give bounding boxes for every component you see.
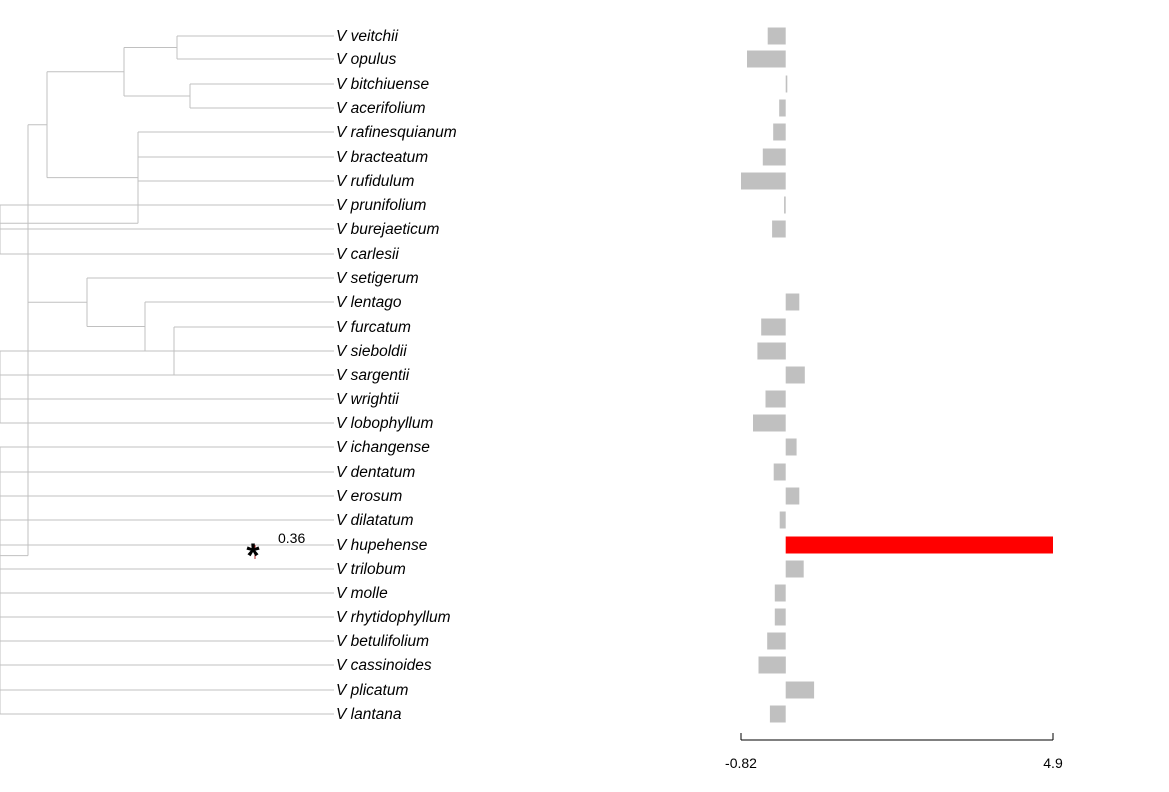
x-tick-label-max: 4.9: [1043, 755, 1063, 771]
bar-v-sieboldii: [757, 342, 786, 360]
bar-v-prunifolium: [784, 196, 786, 214]
bar-v-dentatum: [773, 463, 786, 481]
tip-label-v-rufidulum: V rufidulum: [336, 173, 414, 190]
bar-v-sargentii: [785, 366, 805, 384]
tip-label-v-furcatum: V furcatum: [336, 319, 411, 336]
tip-label-v-lentago: V lentago: [336, 294, 402, 311]
tip-label-v-ichangense: V ichangense: [336, 439, 430, 456]
bar-v-molle: [774, 584, 786, 602]
bar-v-wrightii: [765, 390, 786, 408]
tip-label-v-cassinoides: V cassinoides: [336, 657, 432, 674]
tip-label-v-hupehense: V hupehense: [336, 537, 428, 554]
tip-label-v-dentatum: V dentatum: [336, 464, 415, 481]
tip-label-v-lantana: V lantana: [336, 706, 402, 723]
bar-v-lentago: [785, 293, 800, 311]
bar-v-lantana: [769, 705, 786, 723]
branch-length-label: 0.36: [278, 530, 305, 546]
highlight-annotation: 0.36 *: [246, 530, 305, 575]
bar-v-betulifolium: [767, 632, 786, 650]
bar-v-erosum: [785, 487, 800, 505]
bar-v-cassinoides: [758, 656, 786, 674]
tip-label-v-bitchiuense: V bitchiuense: [336, 76, 429, 93]
tip-label-v-dilatatum: V dilatatum: [336, 512, 414, 529]
bar-v-trilobum: [785, 560, 804, 578]
tip-label-v-burejaeticum: V burejaeticum: [336, 221, 439, 238]
tip-label-v-sargentii: V sargentii: [336, 367, 410, 384]
bar-v-ichangense: [785, 438, 797, 456]
tip-label-v-sieboldii: V sieboldii: [336, 343, 407, 360]
tip-label-v-setigerum: V setigerum: [336, 270, 419, 287]
x-axis: -0.82 4.9: [725, 733, 1063, 771]
bar-v-furcatum: [761, 318, 786, 336]
tip-label-v-wrightii: V wrightii: [336, 391, 399, 408]
bar-v-dilatatum: [779, 511, 786, 529]
tip-label-v-erosum: V erosum: [336, 488, 402, 505]
bar-v-bracteatum: [762, 148, 786, 166]
bar-v-plicatum: [785, 681, 815, 699]
bar-v-lobophyllum: [753, 414, 786, 432]
tip-label-v-betulifolium: V betulifolium: [336, 633, 429, 650]
tip-label-v-prunifolium: V prunifolium: [336, 197, 427, 214]
bar-v-rafinesquianum: [773, 123, 786, 141]
tip-label-v-molle: V molle: [336, 585, 388, 602]
bar-v-opulus: [747, 50, 786, 68]
asterisk-marker: *: [246, 537, 260, 575]
bar-series: [741, 27, 1053, 723]
tip-label-v-plicatum: V plicatum: [336, 682, 408, 699]
tip-label-v-rhytidophyllum: V rhytidophyllum: [336, 609, 451, 626]
bar-v-rufidulum: [741, 172, 786, 190]
tip-label-v-carlesii: V carlesii: [336, 246, 399, 263]
tip-label-v-lobophyllum: V lobophyllum: [336, 415, 433, 432]
tip-label-v-rafinesquianum: V rafinesquianum: [336, 124, 457, 141]
bar-v-rhytidophyllum: [774, 608, 786, 626]
tip-label-v-veitchii: V veitchii: [336, 28, 399, 45]
x-tick-label-min: -0.82: [725, 755, 757, 771]
bar-v-veitchii: [767, 27, 786, 45]
tip-label-v-opulus: V opulus: [336, 51, 397, 68]
tip-labels: V veitchii V opulus V bitchiuense V acerifo…: [336, 28, 457, 723]
tip-label-v-acerifolium: V acerifolium: [336, 100, 426, 117]
bar-v-bitchiuense: [785, 75, 788, 93]
bar-v-hupehense: [785, 536, 1053, 554]
phylogenetic-tree: [0, 35, 334, 715]
bar-v-burejaeticum: [772, 220, 786, 238]
tip-label-v-bracteatum: V bracteatum: [336, 149, 428, 166]
tip-label-v-trilobum: V trilobum: [336, 561, 406, 578]
bar-v-acerifolium: [779, 99, 786, 117]
